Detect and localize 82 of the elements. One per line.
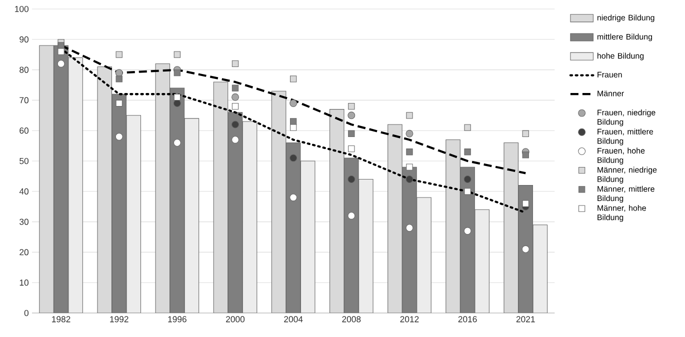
legend-label: Männer <box>598 90 624 96</box>
y-tick-label: 70 <box>20 97 29 104</box>
point <box>174 94 181 100</box>
legend-label: Männer, niedrige Bildung <box>598 166 657 184</box>
point <box>406 148 413 156</box>
point <box>406 176 414 183</box>
point <box>348 112 356 120</box>
legend-label: Frauen, mittlere Bildung <box>598 128 654 146</box>
point <box>174 70 181 76</box>
bar <box>358 178 374 314</box>
bar <box>68 57 83 314</box>
x-tick-label: 1982 <box>52 316 70 322</box>
x-tick-label: 2004 <box>284 316 303 322</box>
y-tick-label: 50 <box>20 158 29 164</box>
y-tick-label: 30 <box>20 218 29 225</box>
point <box>116 51 122 58</box>
legend-label: niedrige Bildung <box>597 14 654 22</box>
y-tick-label: 10 <box>20 280 29 286</box>
point <box>406 224 414 232</box>
point <box>116 76 122 82</box>
bar <box>184 118 200 314</box>
point <box>58 42 64 49</box>
x-tick-label: 2000 <box>226 316 245 322</box>
point <box>290 194 298 202</box>
point <box>115 132 123 140</box>
legend-label: Frauen, hohe Bildung <box>598 148 645 164</box>
bar <box>532 224 548 314</box>
x-tick-label: 1992 <box>110 316 128 322</box>
point <box>522 152 529 158</box>
point <box>116 100 122 107</box>
point <box>290 100 298 107</box>
point <box>406 112 413 119</box>
point <box>290 76 297 82</box>
point <box>348 212 356 220</box>
point <box>58 48 64 55</box>
bar <box>300 160 316 314</box>
legend-label: Frauen <box>598 72 622 78</box>
x-tick-label: 2008 <box>342 316 361 322</box>
legend-label: Männer, mittlere Bildung <box>598 186 654 203</box>
y-tick-label: 0 <box>24 310 29 316</box>
y-tick-label: 60 <box>20 128 29 134</box>
bar <box>474 209 490 314</box>
point <box>232 93 239 101</box>
point <box>464 148 471 156</box>
y-tick-label: 90 <box>20 36 29 42</box>
y-tick-label: 100 <box>15 6 29 12</box>
bar <box>126 115 142 314</box>
x-tick-label: 2021 <box>516 316 535 322</box>
point <box>406 164 413 170</box>
point <box>232 84 239 92</box>
point <box>464 227 472 235</box>
x-tick-label: 1996 <box>168 316 186 322</box>
point <box>232 60 239 68</box>
y-tick-label: 80 <box>20 66 29 73</box>
point <box>522 245 530 253</box>
point <box>464 188 471 195</box>
point <box>115 69 123 77</box>
bar <box>242 121 258 314</box>
point <box>232 136 239 144</box>
point <box>406 130 414 138</box>
legend-label: mittlere Bildung <box>597 34 652 42</box>
point <box>290 154 298 162</box>
x-tick-label: 2016 <box>458 316 477 322</box>
point <box>174 51 181 58</box>
point <box>522 130 529 137</box>
y-tick-label: 40 <box>19 188 29 194</box>
point <box>464 176 472 183</box>
point <box>173 139 181 146</box>
bar <box>416 197 432 314</box>
point <box>173 100 181 107</box>
point <box>232 120 239 128</box>
legend-label: hohe Bildung <box>598 52 644 60</box>
x-tick-label: 2012 <box>400 316 419 322</box>
point <box>522 200 529 207</box>
y-tick-label: 20 <box>20 249 29 256</box>
legend-label: Männer, hohe Bildung <box>598 204 646 222</box>
point <box>348 102 355 110</box>
point <box>348 176 356 183</box>
point <box>348 130 355 137</box>
point <box>57 60 65 68</box>
point <box>464 124 471 131</box>
legend-label: Frauen, niedrige Bildung <box>598 109 656 126</box>
